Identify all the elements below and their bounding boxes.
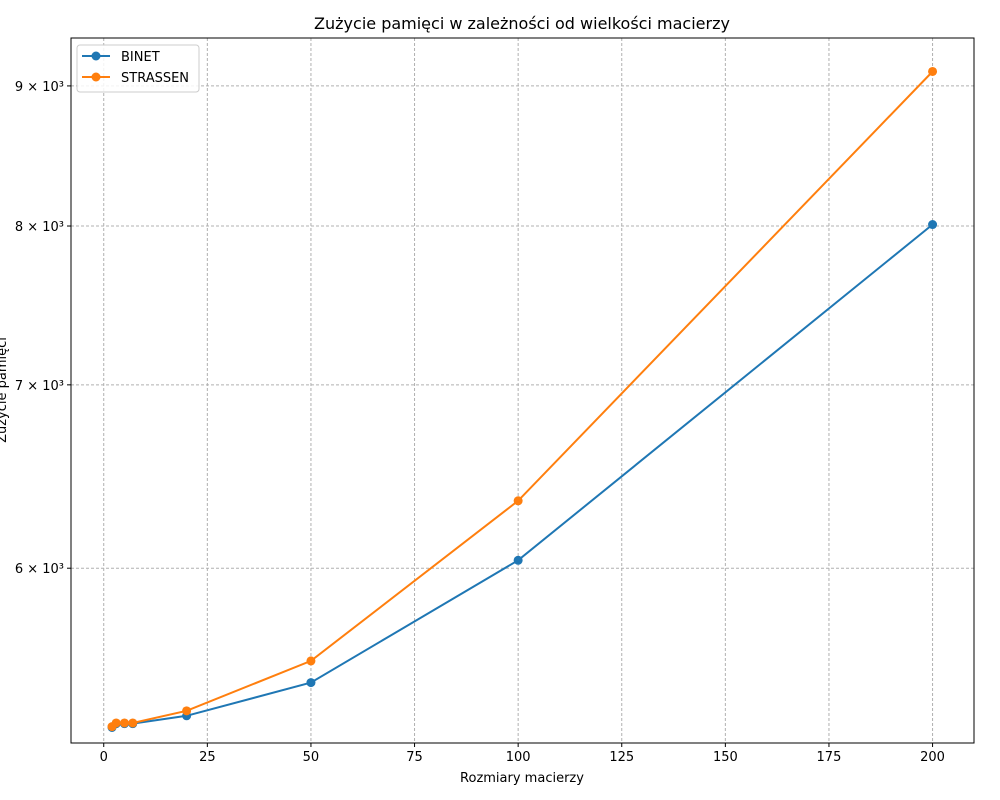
- grid-layer: [71, 38, 974, 743]
- legend-label-binet: BINET: [121, 50, 160, 65]
- x-tick-label: 175: [817, 750, 842, 765]
- chart-title: Zużycie pamięci w zależności od wielkośc…: [314, 14, 730, 33]
- legend-label-strassen: STRASSEN: [121, 71, 189, 86]
- data-point-strassen: [513, 496, 523, 506]
- y-tick-label: 7 × 10³: [15, 379, 64, 394]
- data-point-binet: [513, 555, 523, 565]
- legend: BINET STRASSEN: [76, 44, 200, 93]
- legend-swatch-marker-strassen: [91, 72, 101, 82]
- y-tick-label: 6 × 10³: [15, 562, 64, 577]
- data-point-strassen: [306, 656, 316, 666]
- data-point-strassen: [128, 718, 138, 728]
- x-tick-label: 100: [506, 750, 531, 765]
- data-point-binet: [306, 678, 316, 688]
- x-tick-label: 125: [609, 750, 634, 765]
- legend-swatch-marker-binet: [91, 51, 101, 61]
- data-point-strassen: [111, 718, 121, 728]
- data-point-strassen: [182, 706, 192, 716]
- tick-layer: 0 25 50 75 100 125 150 175 200 6 × 10³ 7 × 10³ 8 × …: [15, 80, 945, 765]
- x-tick-label: 75: [406, 750, 423, 765]
- x-tick-label: 0: [100, 750, 108, 765]
- series-layer: [107, 66, 938, 732]
- x-tick-label: 50: [303, 750, 320, 765]
- data-point-binet: [928, 220, 938, 230]
- y-tick-label: 8 × 10³: [15, 220, 64, 235]
- data-point-strassen: [928, 66, 938, 76]
- y-axis-title: Zużycie pamięci: [0, 337, 10, 443]
- x-tick-label: 200: [920, 750, 945, 765]
- x-tick-label: 25: [199, 750, 216, 765]
- x-tick-label: 150: [713, 750, 738, 765]
- x-axis-title: Rozmiary macierzy: [460, 771, 584, 786]
- y-tick-label: 9 × 10³: [15, 80, 64, 95]
- plot-frame: [70, 37, 975, 744]
- data-point-strassen: [119, 718, 129, 728]
